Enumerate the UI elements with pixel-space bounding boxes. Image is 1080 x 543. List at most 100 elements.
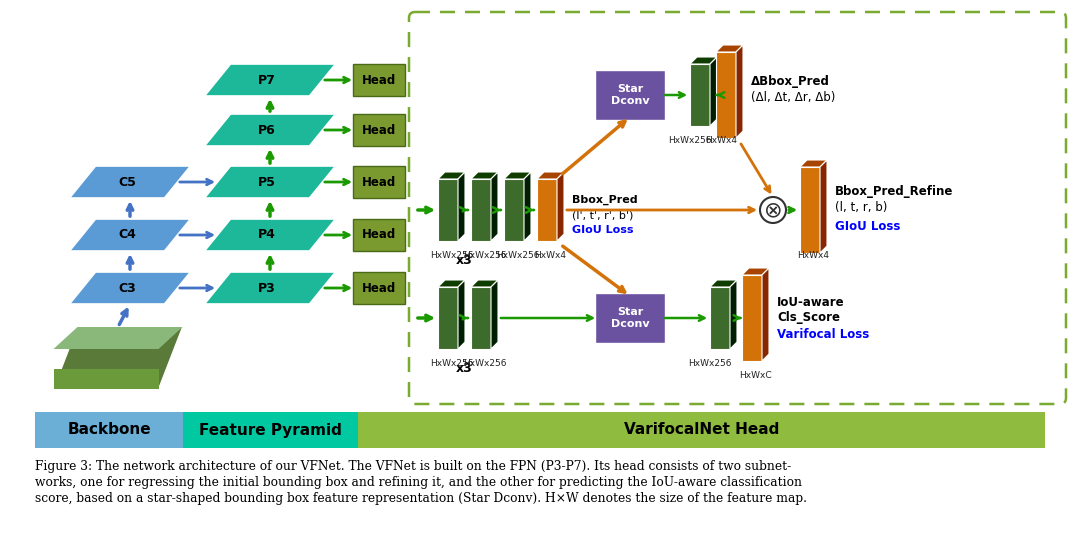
Text: Head: Head xyxy=(362,73,396,86)
Polygon shape xyxy=(69,219,190,251)
Text: (l', t', r', b'): (l', t', r', b') xyxy=(572,211,633,221)
Text: Figure 3: The network architecture of our VFNet. The VFNet is built on the FPN (: Figure 3: The network architecture of ou… xyxy=(35,460,792,473)
Text: Cls_Score: Cls_Score xyxy=(777,312,840,325)
Text: HxWx4: HxWx4 xyxy=(535,251,567,260)
Polygon shape xyxy=(716,45,743,52)
Text: IoU-aware: IoU-aware xyxy=(777,295,845,308)
Polygon shape xyxy=(54,327,183,349)
Text: P3: P3 xyxy=(258,281,275,294)
Polygon shape xyxy=(54,327,183,389)
Polygon shape xyxy=(458,172,465,241)
Text: HxWx256: HxWx256 xyxy=(462,251,507,260)
Text: Bbox_Pred_Refine: Bbox_Pred_Refine xyxy=(835,186,954,199)
Text: Star
Dconv: Star Dconv xyxy=(610,84,649,106)
FancyBboxPatch shape xyxy=(353,219,405,251)
Polygon shape xyxy=(438,280,465,287)
Polygon shape xyxy=(69,272,190,304)
Polygon shape xyxy=(557,172,564,241)
Polygon shape xyxy=(537,172,564,179)
Polygon shape xyxy=(204,272,336,304)
Polygon shape xyxy=(690,57,717,64)
Circle shape xyxy=(760,197,786,223)
FancyBboxPatch shape xyxy=(353,114,405,146)
Polygon shape xyxy=(537,172,564,179)
FancyBboxPatch shape xyxy=(353,272,405,304)
Polygon shape xyxy=(471,287,491,349)
Text: C4: C4 xyxy=(118,229,136,242)
FancyBboxPatch shape xyxy=(595,70,665,120)
Text: score, based on a star-shaped bounding box feature representation (Star Dconv). : score, based on a star-shaped bounding b… xyxy=(35,492,807,505)
Text: VarifocalNet Head: VarifocalNet Head xyxy=(624,422,779,438)
Text: HxWx4: HxWx4 xyxy=(705,136,737,145)
FancyBboxPatch shape xyxy=(183,412,357,448)
Text: P7: P7 xyxy=(258,73,275,86)
Polygon shape xyxy=(730,280,737,349)
Polygon shape xyxy=(438,172,465,179)
Text: (Δl, Δt, Δr, Δb): (Δl, Δt, Δr, Δb) xyxy=(751,91,835,104)
Text: HxWx256: HxWx256 xyxy=(688,359,732,368)
Text: Varifocal Loss: Varifocal Loss xyxy=(777,329,869,342)
FancyBboxPatch shape xyxy=(353,64,405,96)
Text: GIoU Loss: GIoU Loss xyxy=(835,219,901,232)
Text: Bbox_Pred: Bbox_Pred xyxy=(572,195,637,205)
Text: HxWxC: HxWxC xyxy=(739,371,772,380)
Polygon shape xyxy=(204,166,336,198)
Polygon shape xyxy=(820,160,827,253)
Text: Head: Head xyxy=(362,123,396,136)
Text: x3: x3 xyxy=(456,254,473,267)
Text: ⊗: ⊗ xyxy=(764,200,782,220)
Polygon shape xyxy=(438,179,458,241)
Text: P4: P4 xyxy=(258,229,275,242)
Text: HxWx256: HxWx256 xyxy=(669,136,712,145)
Polygon shape xyxy=(204,64,336,96)
Polygon shape xyxy=(471,172,498,179)
Polygon shape xyxy=(54,369,159,389)
Polygon shape xyxy=(537,179,557,241)
Polygon shape xyxy=(710,57,717,126)
Text: C3: C3 xyxy=(118,281,136,294)
FancyBboxPatch shape xyxy=(409,12,1066,404)
Polygon shape xyxy=(800,160,827,167)
Polygon shape xyxy=(710,280,737,287)
Polygon shape xyxy=(69,166,190,198)
FancyBboxPatch shape xyxy=(357,412,1045,448)
Text: P6: P6 xyxy=(258,123,275,136)
Text: (l, t, r, b): (l, t, r, b) xyxy=(835,201,888,214)
Polygon shape xyxy=(204,219,336,251)
Text: HxWx256: HxWx256 xyxy=(430,359,473,368)
Text: HxWx256: HxWx256 xyxy=(496,251,539,260)
Text: Head: Head xyxy=(362,229,396,242)
FancyBboxPatch shape xyxy=(353,166,405,198)
Polygon shape xyxy=(204,114,336,146)
Polygon shape xyxy=(471,280,498,287)
Polygon shape xyxy=(537,179,557,241)
Text: HxWx256: HxWx256 xyxy=(430,251,473,260)
Polygon shape xyxy=(735,45,743,138)
Text: Head: Head xyxy=(362,175,396,188)
Text: HxWx256: HxWx256 xyxy=(462,359,507,368)
Polygon shape xyxy=(716,52,735,138)
Text: C5: C5 xyxy=(118,175,136,188)
Polygon shape xyxy=(710,287,730,349)
Polygon shape xyxy=(491,172,498,241)
Text: Head: Head xyxy=(362,281,396,294)
Text: P5: P5 xyxy=(258,175,275,188)
Polygon shape xyxy=(557,172,564,241)
Text: works, one for regressing the initial bounding box and refining it, and the othe: works, one for regressing the initial bo… xyxy=(35,476,802,489)
Polygon shape xyxy=(504,172,531,179)
Polygon shape xyxy=(800,167,820,253)
FancyBboxPatch shape xyxy=(35,412,183,448)
Text: ΔBbox_Pred: ΔBbox_Pred xyxy=(751,74,829,87)
Polygon shape xyxy=(458,280,465,349)
FancyBboxPatch shape xyxy=(595,293,665,343)
Text: Backbone: Backbone xyxy=(67,422,151,438)
Text: GIoU Loss: GIoU Loss xyxy=(572,225,634,235)
Polygon shape xyxy=(504,179,524,241)
Text: x3: x3 xyxy=(456,362,473,375)
Polygon shape xyxy=(438,287,458,349)
Polygon shape xyxy=(742,275,762,361)
Polygon shape xyxy=(762,268,769,361)
Polygon shape xyxy=(491,280,498,349)
Polygon shape xyxy=(690,64,710,126)
Text: HxWx4: HxWx4 xyxy=(797,251,829,260)
